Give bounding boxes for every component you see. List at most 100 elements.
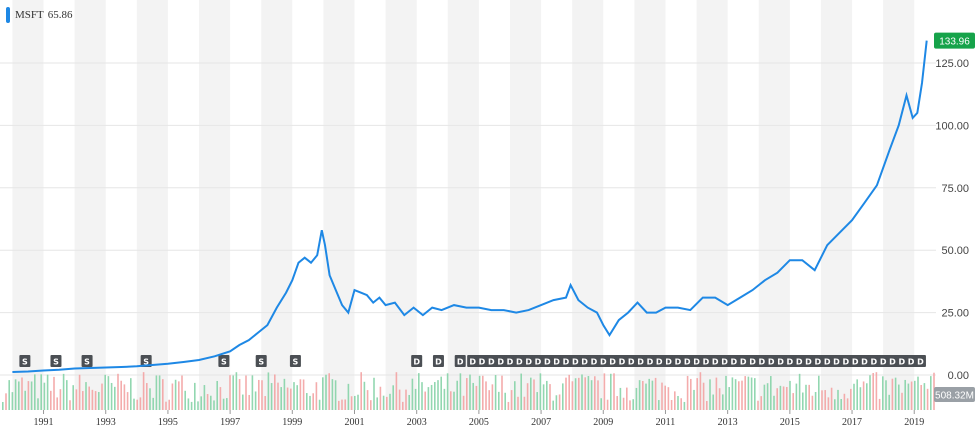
dividend-marker[interactable]: D <box>886 355 898 367</box>
volume-bar <box>302 379 305 410</box>
volume-bar <box>56 397 58 410</box>
dividend-marker-box <box>411 355 423 367</box>
dividend-marker[interactable]: D <box>765 355 777 367</box>
dividend-marker[interactable]: D <box>579 355 591 367</box>
volume-bar <box>446 373 449 410</box>
dividend-marker[interactable]: D <box>597 355 609 367</box>
axis-flags: 133.96 508.32M <box>934 32 975 402</box>
dividend-marker[interactable]: D <box>644 355 656 367</box>
dividend-marker[interactable]: D <box>877 355 889 367</box>
x-tick-label: 2009 <box>593 417 613 428</box>
dividend-marker[interactable]: D <box>849 355 861 367</box>
volume-bar <box>414 388 417 410</box>
y-tick-label: 75.00 <box>941 183 969 195</box>
dividend-marker[interactable]: D <box>821 355 833 367</box>
dividend-marker[interactable]: D <box>625 355 637 367</box>
split-marker[interactable]: S <box>19 355 31 367</box>
dividend-marker[interactable]: D <box>709 355 721 367</box>
dividend-marker[interactable]: D <box>858 355 870 367</box>
volume-bar <box>238 379 241 410</box>
dividend-marker[interactable]: D <box>504 355 516 367</box>
dividend-marker[interactable]: D <box>812 355 824 367</box>
dividend-marker[interactable]: D <box>635 355 647 367</box>
dividend-marker[interactable]: D <box>691 355 703 367</box>
dividend-marker[interactable]: D <box>485 355 497 367</box>
volume-bar <box>363 381 366 410</box>
dividend-marker[interactable]: D <box>719 355 731 367</box>
dividend-marker[interactable]: D <box>784 355 796 367</box>
volume-bar <box>152 397 154 410</box>
volume-bar <box>754 378 756 410</box>
dividend-marker[interactable]: D <box>513 355 525 367</box>
dividend-marker[interactable]: D <box>700 355 712 367</box>
dividend-marker[interactable]: D <box>551 355 563 367</box>
dividend-marker[interactable]: D <box>914 355 926 367</box>
split-marker-box <box>289 355 301 367</box>
dividend-marker[interactable]: D <box>616 355 628 367</box>
dividend-marker[interactable]: D <box>569 355 581 367</box>
volume-bar <box>552 400 554 410</box>
dividend-marker[interactable]: D <box>868 355 880 367</box>
legend-symbol: MSFT <box>15 9 44 21</box>
dividend-marker[interactable]: D <box>541 355 553 367</box>
split-marker[interactable]: S <box>50 355 62 367</box>
dividend-marker-box <box>914 355 926 367</box>
dividend-marker[interactable]: D <box>495 355 507 367</box>
dividend-marker-label: D <box>609 358 616 367</box>
dividend-marker[interactable]: D <box>793 355 805 367</box>
volume-bar <box>331 379 334 410</box>
dividend-marker[interactable]: D <box>728 355 740 367</box>
dividend-marker[interactable]: D <box>896 355 908 367</box>
dividend-marker[interactable]: D <box>905 355 917 367</box>
dividend-marker[interactable]: D <box>756 355 768 367</box>
split-marker[interactable]: S <box>218 355 230 367</box>
dividend-marker-label: D <box>759 358 766 367</box>
dividend-marker[interactable]: D <box>672 355 684 367</box>
volume-bar <box>882 376 884 410</box>
volume-bar <box>245 375 247 410</box>
y-axis-ticks: 0.00 25.00 50.00 75.00 100.00 125.00 <box>935 58 969 382</box>
volume-bar <box>75 389 78 410</box>
dividend-marker[interactable]: D <box>607 355 619 367</box>
dividend-marker-label: D <box>507 358 514 367</box>
volume-bar <box>613 373 615 410</box>
x-tick-label: 1991 <box>34 417 54 428</box>
dividend-marker[interactable]: D <box>681 355 693 367</box>
volume-bar <box>677 395 679 410</box>
volume-bar <box>222 398 225 410</box>
dividend-marker-label: D <box>413 358 420 367</box>
dividend-marker[interactable]: D <box>830 355 842 367</box>
dividend-marker[interactable]: D <box>467 355 479 367</box>
dividend-marker[interactable]: D <box>523 355 535 367</box>
dividend-marker[interactable]: D <box>588 355 600 367</box>
volume-bar <box>872 372 874 410</box>
horizontal-gridlines <box>0 62 936 376</box>
dividend-marker[interactable]: D <box>653 355 665 367</box>
split-marker[interactable]: S <box>140 355 152 367</box>
dividend-marker[interactable]: D <box>663 355 675 367</box>
legend[interactable]: MSFT 65.86 <box>6 6 73 24</box>
dividend-marker[interactable]: D <box>840 355 852 367</box>
volume-bar <box>411 378 414 410</box>
dividend-marker[interactable]: D <box>476 355 488 367</box>
dividend-marker-box <box>849 355 861 367</box>
dividend-marker[interactable]: D <box>560 355 572 367</box>
dividend-marker[interactable]: D <box>454 355 466 367</box>
dividend-marker[interactable]: D <box>411 355 423 367</box>
dividend-marker[interactable]: D <box>775 355 787 367</box>
split-marker[interactable]: S <box>81 355 93 367</box>
split-marker[interactable]: S <box>255 355 267 367</box>
dividend-marker[interactable]: D <box>432 355 444 367</box>
volume-bar <box>341 399 343 410</box>
dividend-marker[interactable]: D <box>532 355 544 367</box>
volume-bar <box>126 392 129 410</box>
dividend-marker[interactable]: D <box>747 355 759 367</box>
volume-bar <box>72 385 74 410</box>
dividend-marker[interactable]: D <box>803 355 815 367</box>
dividend-marker[interactable]: D <box>737 355 749 367</box>
split-marker[interactable]: S <box>289 355 301 367</box>
volume-bar <box>418 373 420 410</box>
volume-bar <box>37 398 39 410</box>
